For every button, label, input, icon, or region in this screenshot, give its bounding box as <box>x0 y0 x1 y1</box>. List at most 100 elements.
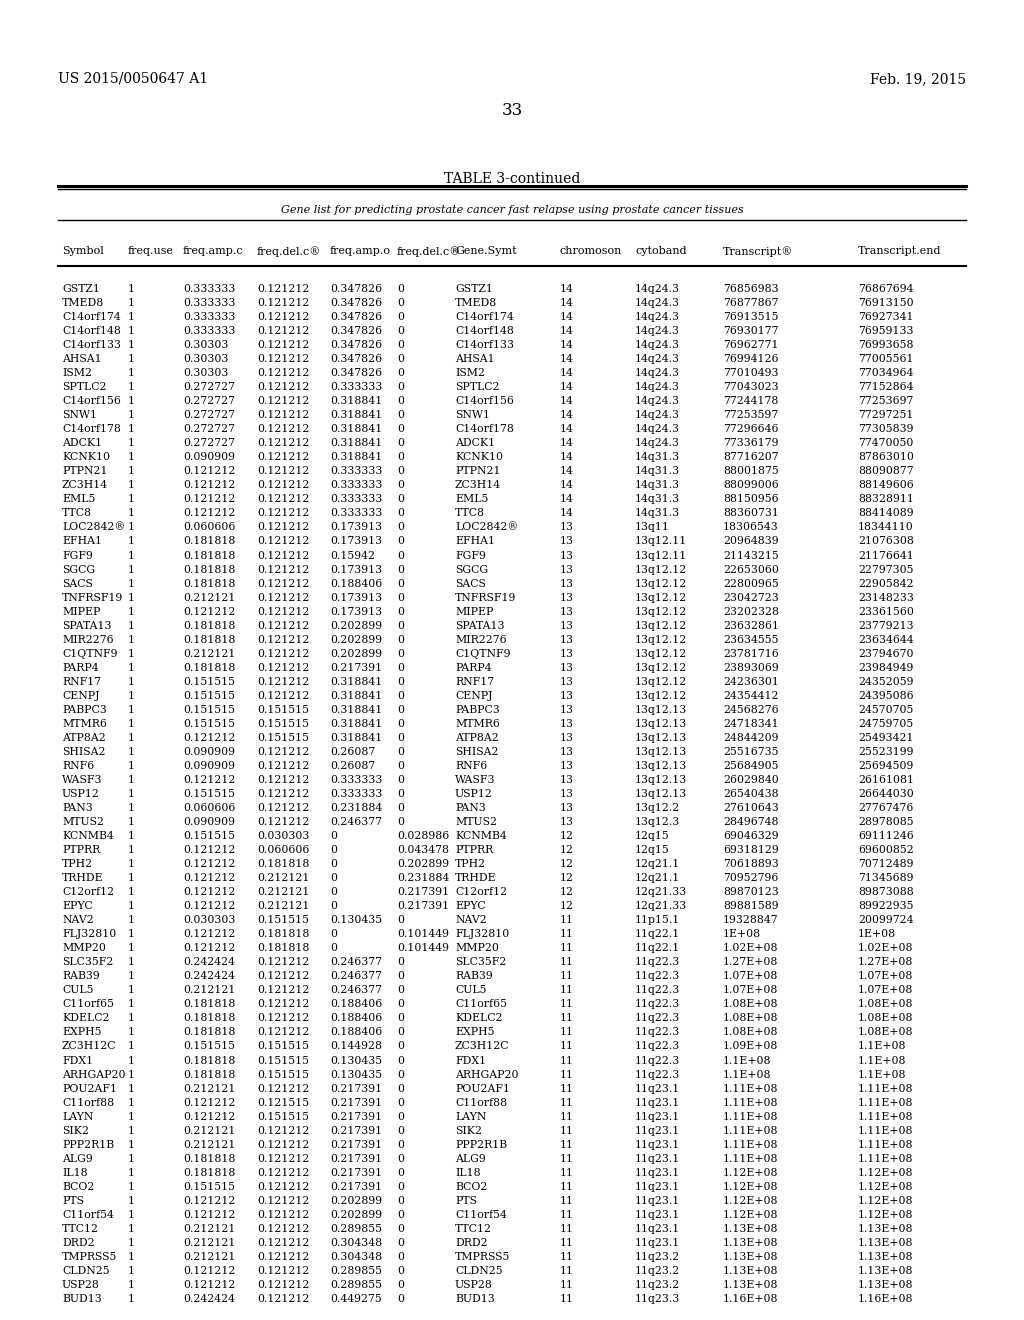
Text: 0.121212: 0.121212 <box>183 873 236 883</box>
Text: 1: 1 <box>128 929 135 940</box>
Text: 14q24.3: 14q24.3 <box>635 298 680 308</box>
Text: 0.333333: 0.333333 <box>330 383 382 392</box>
Text: 1: 1 <box>128 1181 135 1192</box>
Text: 24570705: 24570705 <box>858 705 913 715</box>
Text: 0.212121: 0.212121 <box>257 873 309 883</box>
Text: 0.333333: 0.333333 <box>330 495 382 504</box>
Text: 0.060606: 0.060606 <box>183 803 236 813</box>
Text: 0.151515: 0.151515 <box>257 1069 309 1080</box>
Text: 88360731: 88360731 <box>723 508 779 519</box>
Text: 1: 1 <box>128 565 135 574</box>
Text: 0.333333: 0.333333 <box>330 775 382 785</box>
Text: 14: 14 <box>560 508 573 519</box>
Text: 77296646: 77296646 <box>723 424 778 434</box>
Text: 1: 1 <box>128 1294 135 1304</box>
Text: 0.347826: 0.347826 <box>330 341 382 350</box>
Text: 20099724: 20099724 <box>858 915 913 925</box>
Text: 0.26087: 0.26087 <box>330 747 375 756</box>
Text: 0: 0 <box>397 1168 404 1177</box>
Text: 0.30303: 0.30303 <box>183 341 228 350</box>
Text: 1.27E+08: 1.27E+08 <box>858 957 913 968</box>
Text: 1: 1 <box>128 1014 135 1023</box>
Text: 13q12.13: 13q12.13 <box>635 775 687 785</box>
Text: 0.318841: 0.318841 <box>330 396 382 407</box>
Text: 1.13E+08: 1.13E+08 <box>858 1266 913 1276</box>
Text: FLJ32810: FLJ32810 <box>455 929 509 940</box>
Text: 0.347826: 0.347826 <box>330 326 382 337</box>
Text: 0.121212: 0.121212 <box>257 536 309 546</box>
Text: 0: 0 <box>330 832 337 841</box>
Text: 13q12.13: 13q12.13 <box>635 747 687 756</box>
Text: TNFRSF19: TNFRSF19 <box>455 593 516 603</box>
Text: FDX1: FDX1 <box>455 1056 486 1065</box>
Text: 1.08E+08: 1.08E+08 <box>723 999 778 1010</box>
Text: 77043023: 77043023 <box>723 383 778 392</box>
Text: PABPC3: PABPC3 <box>455 705 500 715</box>
Text: 26161081: 26161081 <box>858 775 914 785</box>
Text: 0.202899: 0.202899 <box>330 1196 382 1205</box>
Text: 0.121212: 0.121212 <box>257 1014 309 1023</box>
Text: ARHGAP20: ARHGAP20 <box>62 1069 126 1080</box>
Text: 0: 0 <box>397 1210 404 1220</box>
Text: SHISA2: SHISA2 <box>62 747 105 756</box>
Text: 1: 1 <box>128 396 135 407</box>
Text: 0.121212: 0.121212 <box>257 972 309 981</box>
Text: Gene.Symt: Gene.Symt <box>455 246 517 256</box>
Text: 0: 0 <box>397 480 404 491</box>
Text: 0.121212: 0.121212 <box>257 326 309 337</box>
Text: 24759705: 24759705 <box>858 719 913 729</box>
Text: 0.30303: 0.30303 <box>183 368 228 378</box>
Text: 0: 0 <box>397 523 404 532</box>
Text: MTMR6: MTMR6 <box>62 719 106 729</box>
Text: 0: 0 <box>397 550 404 561</box>
Text: 0.121212: 0.121212 <box>257 1139 309 1150</box>
Text: 13q11: 13q11 <box>635 523 670 532</box>
Text: 25516735: 25516735 <box>723 747 778 756</box>
Text: 12: 12 <box>560 845 574 855</box>
Text: 0.181818: 0.181818 <box>257 859 309 869</box>
Text: 0.121212: 0.121212 <box>257 999 309 1010</box>
Text: 89870123: 89870123 <box>723 887 778 898</box>
Text: 0.333333: 0.333333 <box>330 480 382 491</box>
Text: 19328847: 19328847 <box>723 915 778 925</box>
Text: C11orf65: C11orf65 <box>455 999 507 1010</box>
Text: PTPRR: PTPRR <box>455 845 494 855</box>
Text: 0: 0 <box>397 733 404 743</box>
Text: 11q23.1: 11q23.1 <box>635 1168 680 1177</box>
Text: C12orf12: C12orf12 <box>455 887 507 898</box>
Text: 1.11E+08: 1.11E+08 <box>858 1098 913 1107</box>
Text: 1: 1 <box>128 411 135 420</box>
Text: 13: 13 <box>560 775 574 785</box>
Text: 0.212121: 0.212121 <box>183 1139 236 1150</box>
Text: 0: 0 <box>397 1196 404 1205</box>
Text: C11orf88: C11orf88 <box>62 1098 114 1107</box>
Text: Transcript®: Transcript® <box>723 246 794 257</box>
Text: 1.09E+08: 1.09E+08 <box>723 1041 778 1052</box>
Text: 0: 0 <box>397 803 404 813</box>
Text: 1.11E+08: 1.11E+08 <box>858 1126 913 1135</box>
Text: 0.242424: 0.242424 <box>183 957 234 968</box>
Text: 0.121212: 0.121212 <box>257 1251 309 1262</box>
Text: 1.02E+08: 1.02E+08 <box>858 944 913 953</box>
Text: BCO2: BCO2 <box>455 1181 487 1192</box>
Text: 0: 0 <box>397 495 404 504</box>
Text: 0.347826: 0.347826 <box>330 368 382 378</box>
Text: SHISA2: SHISA2 <box>455 747 499 756</box>
Text: 23779213: 23779213 <box>858 620 913 631</box>
Text: FGF9: FGF9 <box>455 550 485 561</box>
Text: TABLE 3-continued: TABLE 3-continued <box>443 172 581 186</box>
Text: 0.101449: 0.101449 <box>397 929 449 940</box>
Text: chromoson: chromoson <box>560 246 623 256</box>
Text: 13q12.3: 13q12.3 <box>635 817 680 828</box>
Text: 11q23.1: 11q23.1 <box>635 1181 680 1192</box>
Text: 1: 1 <box>128 803 135 813</box>
Text: 13: 13 <box>560 719 574 729</box>
Text: 13: 13 <box>560 550 574 561</box>
Text: C11orf54: C11orf54 <box>62 1210 114 1220</box>
Text: 0.121212: 0.121212 <box>257 1196 309 1205</box>
Text: 1.12E+08: 1.12E+08 <box>858 1181 913 1192</box>
Text: freq.amp.c: freq.amp.c <box>183 246 244 256</box>
Text: 0.101449: 0.101449 <box>397 944 449 953</box>
Text: PTPN21: PTPN21 <box>455 466 501 477</box>
Text: 14q24.3: 14q24.3 <box>635 312 680 322</box>
